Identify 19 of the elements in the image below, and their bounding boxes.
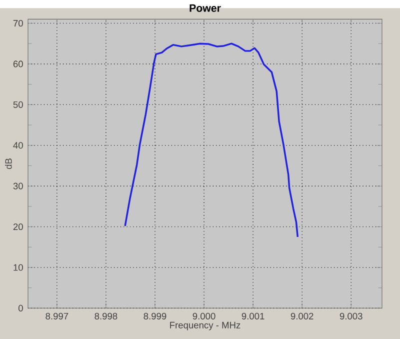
y-tick-label: 20 [13,223,23,230]
y-tick-label: 10 [14,264,23,271]
x-tick-label: 9.003 [340,312,362,320]
y-tick-label: 30 [13,182,23,190]
x-tick-label: 8.997 [46,312,68,320]
y-axis-title: dB [4,158,12,169]
y-tick-label: 0 [18,304,23,312]
x-tick-label: 9.002 [290,312,314,320]
y-tick-label: 50 [13,101,23,108]
y-tick-label: 70 [13,20,23,26]
x-tick-label: 9.000 [192,312,216,320]
y-tick-label: 60 [13,60,23,68]
x-tick-label: 8.999 [144,312,166,320]
line-series [124,42,299,238]
x-axis-title: Frequency - MHz [170,322,240,330]
x-tick-label: 8.998 [94,312,118,320]
x-tick-label: 9.001 [242,312,264,320]
chart-title: Power [190,4,221,12]
y-tick-label: 40 [13,142,23,149]
